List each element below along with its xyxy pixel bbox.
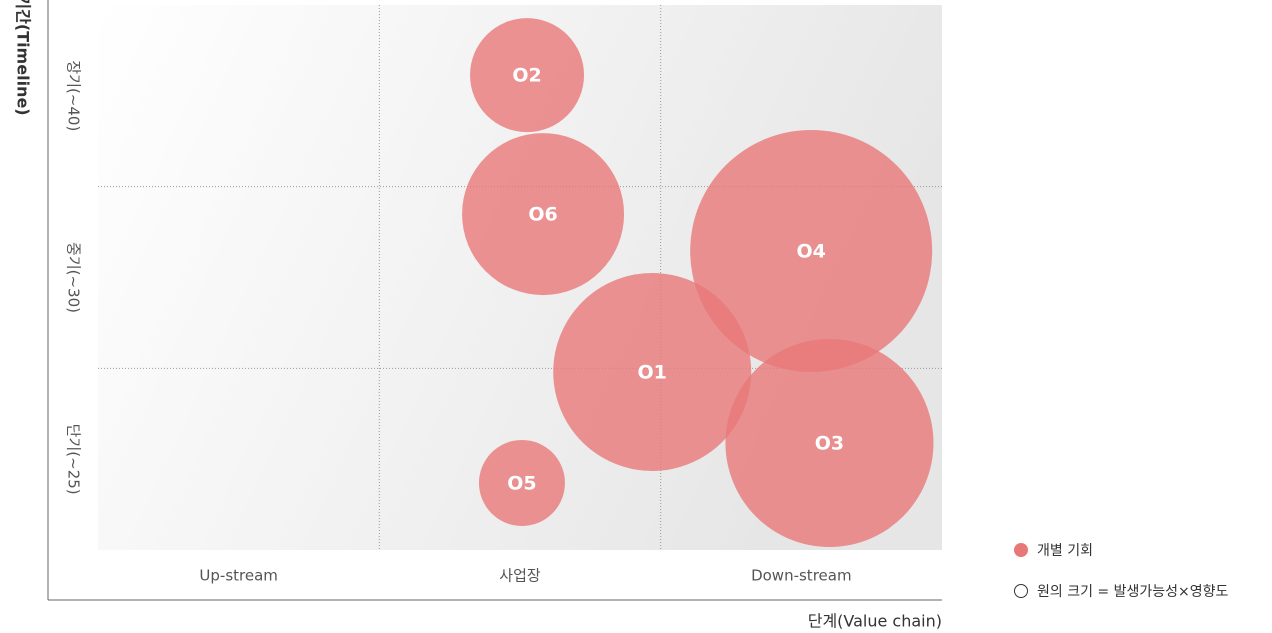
x-tick-label: Down-stream — [751, 567, 851, 585]
bubble — [470, 18, 585, 133]
bubble — [553, 272, 752, 471]
bubble-label: O4 — [796, 240, 825, 262]
x-axis-title: 단계(Value chain) — [808, 612, 942, 631]
x-tick-label: Up-stream — [199, 567, 277, 585]
x-tick-label: 사업장 — [499, 567, 541, 585]
y-axis-title: 기간(Timeline) — [14, 0, 33, 116]
bubble-label: O1 — [638, 361, 667, 383]
y-tick-label: 단기(~25) — [65, 424, 83, 495]
bubble-label: O2 — [512, 65, 541, 87]
legend-marker — [1014, 543, 1028, 557]
bubble-label: O5 — [507, 472, 536, 494]
bubble-label: O6 — [528, 204, 557, 226]
y-tick-label: 중기(~30) — [65, 242, 83, 313]
bubble — [725, 338, 934, 547]
legend-label: 개별 기회 — [1037, 543, 1093, 559]
bubble — [478, 439, 565, 526]
legend-marker — [1014, 584, 1028, 598]
bubble — [462, 133, 625, 296]
y-tick-label: 장기(~40) — [65, 60, 83, 131]
bubble — [690, 129, 933, 372]
legend-label: 원의 크기 = 발생가능성×영향도 — [1037, 584, 1228, 600]
bubble-label: O3 — [815, 432, 844, 454]
